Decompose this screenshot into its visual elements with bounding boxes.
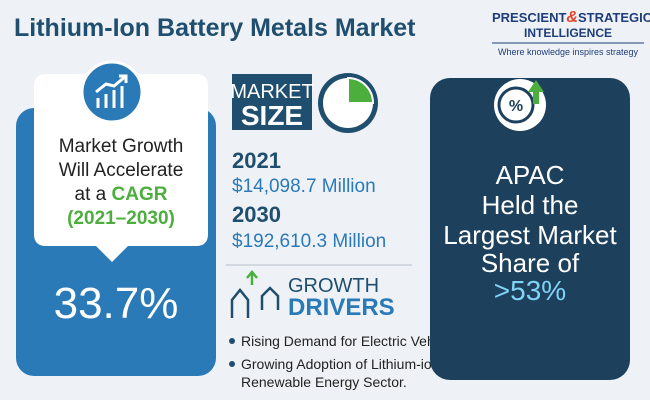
region-line: APAC — [496, 160, 565, 190]
growth-callout — [34, 74, 208, 262]
region-panel — [430, 78, 630, 380]
region-icon-ring — [497, 86, 535, 124]
drivers-top: GROWTH — [288, 275, 379, 297]
size-year: 2030 — [232, 202, 281, 227]
size-icon-slice — [347, 76, 375, 104]
bullet — [229, 361, 235, 367]
logo-amp: & — [566, 9, 578, 26]
drivers-icon — [230, 270, 280, 318]
size-year: 2021 — [232, 148, 281, 173]
size-value: $192,610.3 Million — [232, 231, 386, 252]
growth-highlight: CAGR — [112, 184, 168, 205]
logo-text: INTELLIGENCE — [524, 26, 612, 40]
growth-period: (2021–2030) — [67, 208, 175, 229]
driver-item: Renewable Energy Sector. — [241, 374, 407, 390]
driver-item: Rising Demand for Electric Vehicles. — [241, 333, 467, 349]
logo: PRESCIENT&STRATEGIC INTELLIGENCE Where k… — [492, 9, 650, 57]
size-badge — [232, 74, 312, 130]
region-share: >53% — [494, 275, 566, 306]
growth-icon — [80, 60, 144, 124]
logo-tagline: Where knowledge inspires strategy — [498, 47, 639, 57]
region-line: Share of — [481, 248, 580, 278]
logo-text: PRESCIENT&STRATEGIC — [492, 9, 650, 26]
drivers-bottom: DRIVERS — [288, 294, 395, 321]
size-icon-pie — [323, 78, 373, 128]
bullet — [229, 338, 235, 344]
region-icon-arrow — [528, 80, 544, 104]
growth-rate: 33.7% — [54, 279, 179, 328]
growth-prefix: at a — [75, 184, 112, 205]
growth-icon-art — [95, 74, 128, 108]
title: Lithium-Ion Battery Metals Market — [14, 14, 416, 42]
logo-word: STRATEGIC — [578, 10, 650, 25]
size-badge-top: MARKET — [230, 81, 313, 103]
region-line: Largest Market — [443, 220, 617, 250]
region-icon-symbol: % — [509, 98, 523, 115]
region-line: Held the — [482, 190, 579, 220]
logo-word: PRESCIENT — [492, 10, 566, 25]
size-badge-bottom: SIZE — [241, 100, 303, 131]
growth-line: at a CAGR — [75, 184, 168, 205]
growth-line: Will Accelerate — [59, 160, 184, 181]
growth-line: Market Growth — [59, 136, 184, 157]
size-value: $14,098.7 Million — [232, 176, 376, 197]
